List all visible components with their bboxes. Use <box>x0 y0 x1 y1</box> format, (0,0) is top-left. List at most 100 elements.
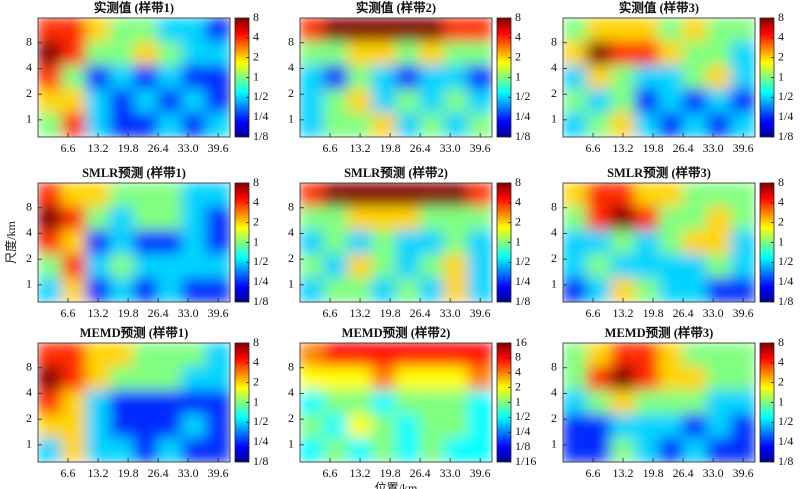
colorbar-tick-label: 4 <box>778 355 784 369</box>
y-tick-label: 8 <box>288 360 294 374</box>
x-tick-label: 13.2 <box>613 306 634 320</box>
colorbar-tick-label: 1 <box>515 394 521 408</box>
cell <box>610 437 636 462</box>
cell <box>38 206 63 232</box>
colorbar-tick-label: 8 <box>253 10 259 24</box>
cell <box>61 88 87 114</box>
cell <box>730 88 755 114</box>
colorbar-tick-label: 1/8 <box>778 454 793 468</box>
y-tick-label: 4 <box>26 60 32 74</box>
cell <box>610 41 636 67</box>
x-tick-label: 26.4 <box>673 466 694 480</box>
cell <box>205 390 230 415</box>
colorbar-tick-label: 1/2 <box>253 414 268 428</box>
cell <box>300 88 325 114</box>
heatmap-cells <box>38 343 230 462</box>
cell <box>61 253 87 279</box>
y-tick-label: 2 <box>551 251 557 265</box>
panel: SMLR预测 (样带3) 6.6 13.2 19.8 26.4 33.0 39.6 1 2 4 8 1… <box>551 165 793 320</box>
cell <box>38 88 63 114</box>
cell <box>300 41 325 67</box>
cell <box>205 437 230 462</box>
cell <box>323 413 349 439</box>
heatmap <box>38 343 230 462</box>
cell <box>634 253 660 279</box>
x-tick-label: 13.2 <box>88 141 109 155</box>
cell <box>347 413 373 439</box>
y-tick-label: 2 <box>288 251 294 265</box>
cell <box>586 277 612 302</box>
cell <box>610 65 636 90</box>
y-tick-label: 4 <box>551 385 557 399</box>
y-tick-label: 4 <box>551 225 557 239</box>
x-tick-label: 19.8 <box>643 306 664 320</box>
colorbar-tick-label: 8 <box>253 335 259 349</box>
cell <box>61 277 87 302</box>
cell <box>634 390 660 415</box>
y-tick-label: 4 <box>551 60 557 74</box>
cell <box>563 343 588 368</box>
cell <box>682 41 708 67</box>
cell <box>157 88 183 114</box>
cell <box>347 112 373 137</box>
panel-title: 实测值 (样带2) <box>356 0 436 15</box>
cell <box>181 343 207 368</box>
cell <box>61 413 87 439</box>
heatmap <box>38 18 230 137</box>
cell <box>133 253 159 279</box>
colorbar-tick-label: 1/2 <box>515 254 530 268</box>
cell <box>419 18 445 43</box>
cell <box>563 41 588 67</box>
x-tick-label: 39.6 <box>470 466 491 480</box>
cell <box>682 343 708 368</box>
heatmap-cells <box>563 183 755 302</box>
cell <box>610 413 636 439</box>
colorbar-tick-label: 8 <box>253 175 259 189</box>
cell <box>467 41 492 67</box>
cell <box>395 437 421 462</box>
cell <box>181 183 207 208</box>
colorbar-tick-label: 8 <box>515 175 521 189</box>
colorbar-tick-label: 1/2 <box>253 254 268 268</box>
x-tick-label: 6.6 <box>323 141 338 155</box>
cell <box>586 206 612 232</box>
cell <box>419 88 445 114</box>
cell <box>205 277 230 302</box>
colorbar-tick-label: 1 <box>515 234 521 248</box>
cell <box>347 277 373 302</box>
y-tick-label: 8 <box>288 35 294 49</box>
panel: SMLR预测 (样带1) 6.6 13.2 19.8 26.4 33.0 39.6 1 2 4 8 1… <box>3 165 269 320</box>
y-tick-label: 2 <box>288 411 294 425</box>
cell <box>300 413 325 439</box>
cell <box>109 88 135 114</box>
cell <box>634 206 660 232</box>
x-tick-label: 26.4 <box>148 306 169 320</box>
cell <box>443 343 469 368</box>
cell <box>300 253 325 279</box>
cell <box>395 343 421 368</box>
cell <box>467 88 492 114</box>
cell <box>109 413 135 439</box>
cell <box>610 18 636 43</box>
y-tick-label: 2 <box>26 86 32 100</box>
x-tick-label: 33.0 <box>178 141 199 155</box>
x-tick-label: 26.4 <box>410 141 431 155</box>
colorbar-tick-label: 1 <box>778 69 784 83</box>
cell <box>658 112 684 137</box>
cell <box>634 437 660 462</box>
cell <box>181 390 207 415</box>
cell <box>85 18 111 43</box>
cell <box>61 112 87 137</box>
cell <box>682 18 708 43</box>
cell <box>443 18 469 43</box>
cell <box>563 413 588 439</box>
x-tick-label: 6.6 <box>61 141 76 155</box>
colorbar-tick-label: 4 <box>515 195 521 209</box>
y-tick-label: 1 <box>551 112 557 126</box>
cell <box>323 88 349 114</box>
cell <box>706 277 732 302</box>
cell <box>682 413 708 439</box>
heatmap-cells <box>38 183 230 302</box>
x-tick-label: 6.6 <box>586 306 601 320</box>
colorbar-tick-label: 1/8 <box>778 294 793 308</box>
